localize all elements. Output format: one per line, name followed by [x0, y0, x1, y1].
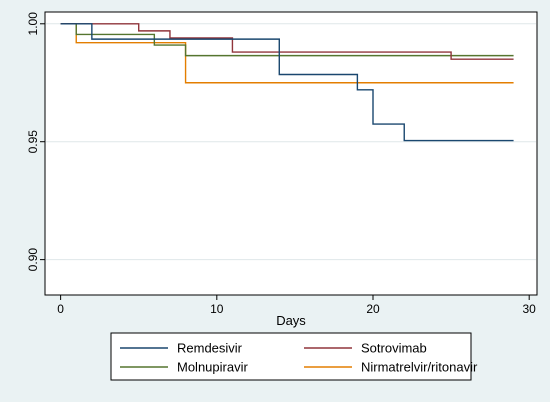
- legend-label-2: Molnupiravir: [177, 360, 248, 375]
- series-line-remdesivir: [60, 23, 514, 142]
- x-tick-label-1: 10: [210, 302, 224, 316]
- legend: Remdesivir Sotrovimab Molnupiravir Nirmatre…: [110, 332, 478, 381]
- x-tick-label-3: 30: [523, 302, 537, 316]
- y-tick-label-0: 0.90: [26, 248, 40, 272]
- y-tick-label-2: 1.00: [26, 12, 40, 36]
- legend-label-1: Sotrovimab: [361, 341, 427, 356]
- legend-label-0: Remdesivir: [177, 341, 243, 356]
- x-tick-label-2: 20: [366, 302, 380, 316]
- y-axis: 0.90 0.95 1.00: [26, 12, 45, 272]
- x-tick-label-0: 0: [57, 302, 64, 316]
- series-line-sotrovimab: [60, 23, 514, 60]
- x-axis-title: Days: [276, 313, 306, 328]
- plot-area: [44, 11, 538, 296]
- series-lines: [60, 23, 514, 142]
- x-axis: 0 10 20 30: [57, 295, 536, 316]
- y-tick-label-1: 0.95: [26, 130, 40, 154]
- legend-label-3: Nirmatrelvir/ritonavir: [361, 360, 478, 375]
- legend-box: [110, 332, 472, 381]
